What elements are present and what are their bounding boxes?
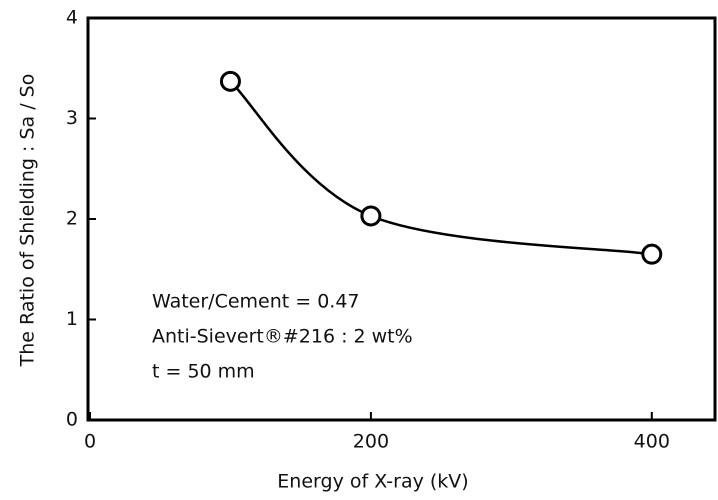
x-axis-label: Energy of X-ray (kV) [277, 471, 468, 493]
y-tick-label: 0 [66, 409, 78, 431]
data-point [219, 70, 241, 92]
y-tick-label: 1 [66, 308, 78, 330]
y-tick-label: 3 [66, 107, 78, 129]
series-line [229, 80, 652, 256]
data-point [360, 205, 382, 227]
annotation: t = 50 mm [152, 361, 255, 383]
x-tick-label: 0 [84, 431, 96, 453]
annotation: Anti-Sievert®#216 : 2 wt% [152, 326, 413, 348]
data-point [641, 243, 663, 265]
y-tick-label: 4 [66, 7, 78, 29]
x-tick-label: 200 [353, 431, 389, 453]
x-tick-label: 400 [634, 431, 670, 453]
annotation: Water/Cement = 0.47 [152, 291, 360, 313]
y-tick-label: 2 [66, 208, 78, 230]
y-axis-label: The Ratio of Shielding : Sa / So [17, 74, 39, 368]
